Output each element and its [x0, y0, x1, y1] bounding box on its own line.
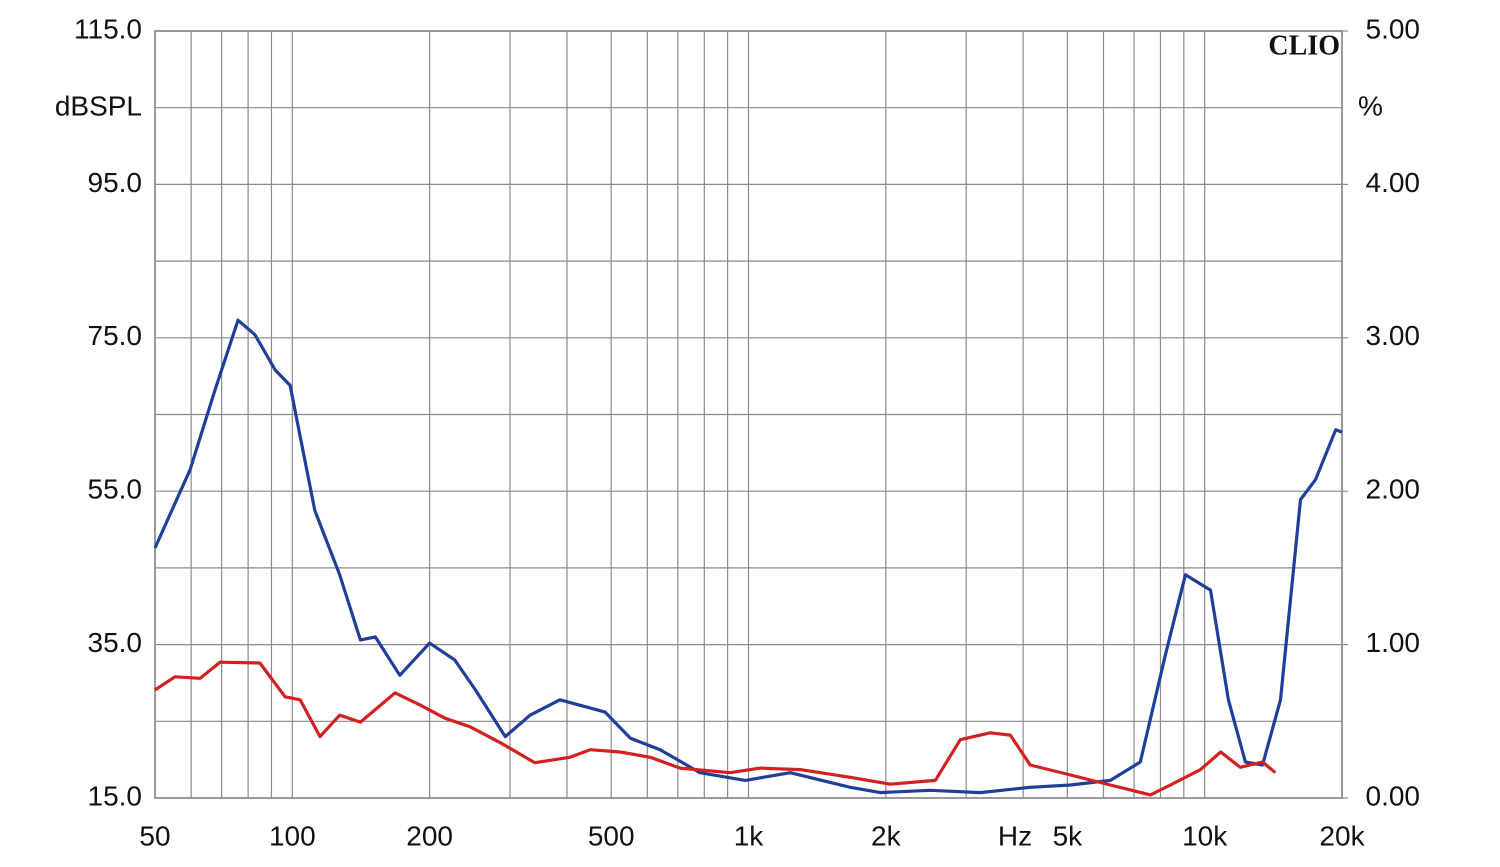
- brand: CLIO: [1268, 30, 1340, 61]
- x-tick-label: 5k: [1053, 820, 1084, 851]
- y2-tick-label: 5.00: [1366, 13, 1421, 44]
- x-unit: Hz: [998, 820, 1032, 851]
- x-tick-label: 200: [406, 820, 453, 851]
- y-tick-label: 35.0: [88, 627, 143, 658]
- y2-tick-label: 2.00: [1366, 474, 1421, 505]
- x-tick-label: 100: [269, 820, 316, 851]
- y-tick-label: 55.0: [88, 474, 143, 505]
- y-unit: dBSPL: [55, 90, 142, 121]
- y2-unit: %: [1358, 90, 1383, 121]
- y-tick-label: 75.0: [88, 320, 143, 351]
- y2-tick-label: 1.00: [1366, 627, 1421, 658]
- y2-tick-label: 0.00: [1366, 780, 1421, 811]
- x-tick-label: 500: [588, 820, 635, 851]
- y2-tick-label: 3.00: [1366, 320, 1421, 351]
- x-tick-label: 2k: [871, 820, 902, 851]
- series-line: [153, 318, 1343, 795]
- y-tick-label: 95.0: [88, 167, 143, 198]
- y-tick-label: 115.0: [74, 13, 142, 44]
- x-tick-label: 10k: [1182, 820, 1228, 851]
- y-tick-label: 15.0: [88, 780, 143, 811]
- x-tick-label: 1k: [734, 820, 765, 851]
- series-line: [154, 660, 1277, 797]
- x-tick-label: 50: [139, 820, 170, 851]
- x-tick-label: 20k: [1319, 820, 1365, 851]
- y2-tick-label: 4.00: [1366, 167, 1421, 198]
